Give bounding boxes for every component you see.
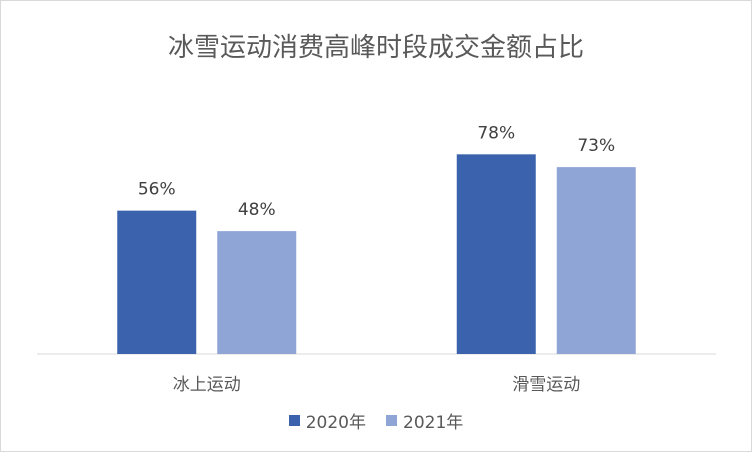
legend-item-0: 2020年 [288, 408, 366, 433]
bar-0-1 [217, 231, 297, 354]
x-tick-label-0: 冰上运动 [173, 375, 241, 395]
chart-title: 冰雪运动消费高峰时段成交金额占比 [167, 33, 584, 63]
data-label-1-1: 73% [577, 136, 615, 156]
legend-label-1: 2021年 [403, 413, 464, 433]
bar-1-1 [556, 167, 636, 354]
legend-item-1: 2021年 [386, 408, 463, 433]
legend-swatch-0 [288, 415, 300, 426]
legend-swatch-1 [386, 415, 397, 426]
bar-1-0 [456, 154, 536, 354]
legend-label-0: 2020年 [305, 413, 366, 433]
data-label-0-0: 56% [138, 180, 176, 200]
data-label-1-0: 78% [477, 123, 515, 143]
x-tick-label-1: 滑雪运动 [512, 375, 580, 395]
data-label-0-1: 48% [238, 200, 276, 220]
legend: 2020年 2021年 [1, 408, 751, 433]
bar-0-0 [117, 210, 197, 354]
